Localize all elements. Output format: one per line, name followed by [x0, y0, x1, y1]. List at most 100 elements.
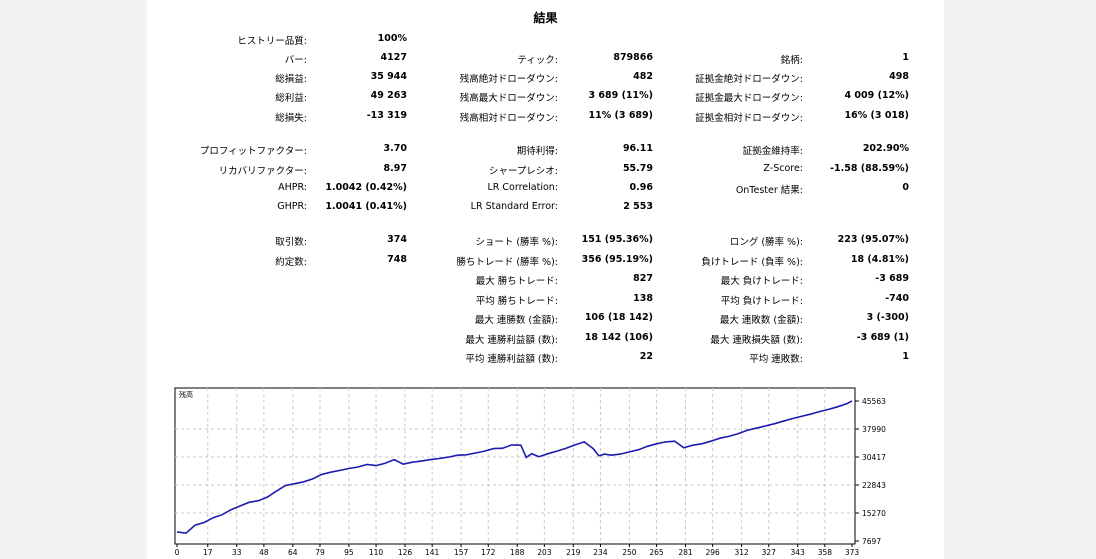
- x-tick-label: 234: [593, 548, 608, 557]
- stat-label: 最大 連敗数 (金額):: [719, 315, 803, 326]
- y-tick-label: 45563: [862, 397, 886, 406]
- stat-value: 356 (95.19%): [581, 254, 653, 265]
- x-tick-label: 33: [232, 548, 242, 557]
- x-tick-label: 48: [259, 548, 269, 557]
- stat-value: 748: [387, 254, 407, 265]
- stat-label: 最大 連勝数 (金額):: [474, 315, 558, 326]
- stat-value: 374: [387, 234, 407, 245]
- y-tick-label: 22843: [862, 481, 886, 490]
- stats-row: 最大 連勝数 (金額): 106 (18 142) 最大 連敗数 (金額): 3 (-…: [147, 310, 944, 329]
- stat-label: 勝ちトレード (勝率 %):: [456, 257, 558, 268]
- stats-row: 平均 連勝利益額 (数): 22 平均 連敗数: 1: [147, 349, 944, 368]
- stat-label: 最大 連敗損失額 (数):: [710, 335, 803, 346]
- x-tick-label: 64: [288, 548, 298, 557]
- x-tick-label: 110: [369, 548, 384, 557]
- stat-value: 2 553: [623, 201, 653, 212]
- stat-label: 平均 連敗数:: [749, 354, 803, 365]
- stat-label: ヒストリー品質:: [237, 36, 307, 47]
- x-tick-label: 141: [425, 548, 440, 557]
- stat-value: -13 319: [366, 110, 407, 121]
- stat-value: -740: [885, 293, 909, 304]
- x-tick-label: 281: [678, 548, 693, 557]
- stat-value: 4 009 (12%): [844, 90, 909, 101]
- x-tick-label: 296: [705, 548, 720, 557]
- stat-label: 残高相対ドローダウン:: [459, 113, 558, 124]
- stat-label: シャープレシオ:: [488, 166, 558, 177]
- stat-label: 証拠金最大ドローダウン:: [695, 93, 803, 104]
- stat-value: 0.96: [629, 182, 653, 193]
- stat-label: 最大 連勝利益額 (数):: [465, 335, 558, 346]
- chart-x-axis: 0 17 33 48 64 79 95 110 126 141 157 172 188 203 219 234…: [175, 544, 859, 557]
- report-panel: 結果 ヒストリー品質: 100% バー: 4127 ティック: 879866 銘柄: 1 総損益…: [147, 0, 944, 559]
- stats-row: リカバリファクター: 8.97 シャープレシオ: 55.79 Z-Score: -1.58…: [147, 161, 944, 180]
- stat-label: 約定数:: [275, 257, 307, 268]
- stat-value: 8.97: [383, 163, 407, 174]
- stat-label: 総損失:: [275, 113, 307, 124]
- stat-value: 35 944: [370, 71, 407, 82]
- stat-label: ティック:: [517, 55, 558, 66]
- stat-label: 証拠金絶対ドローダウン:: [695, 74, 803, 85]
- stat-label: 取引数:: [275, 237, 307, 248]
- stat-value: 18 142 (106): [584, 332, 653, 343]
- stats-row: プロフィットファクター: 3.70 期待利得: 96.11 証拠金維持率: 202.90%: [147, 141, 944, 160]
- stat-value: 1: [902, 351, 909, 362]
- stats-row: 約定数: 748 勝ちトレード (勝率 %): 356 (95.19%) 負けトレード …: [147, 252, 944, 271]
- x-tick-label: 95: [344, 548, 354, 557]
- stats-row: バー: 4127 ティック: 879866 銘柄: 1: [147, 50, 944, 69]
- stat-value: 138: [633, 293, 653, 304]
- stat-value: 49 263: [370, 90, 407, 101]
- stat-value: 498: [889, 71, 909, 82]
- report-title: 結果: [533, 11, 558, 25]
- stats-row: 最大 勝ちトレード: 827 最大 負けトレード: -3 689: [147, 271, 944, 290]
- y-tick-label: 30417: [862, 453, 886, 462]
- stat-label: 平均 連勝利益額 (数):: [465, 354, 558, 365]
- x-tick-label: 343: [791, 548, 806, 557]
- stat-label: 最大 勝ちトレード:: [475, 276, 558, 287]
- stat-label: 証拠金相対ドローダウン:: [695, 113, 803, 124]
- stat-value: -3 689 (1): [856, 332, 909, 343]
- stat-value: 18 (4.81%): [850, 254, 909, 265]
- stat-value: 106 (18 142): [584, 312, 653, 323]
- stat-label: プロフィットファクター:: [199, 146, 307, 157]
- x-tick-label: 157: [454, 548, 469, 557]
- stats-row: 総損失: -13 319 残高相対ドローダウン: 11% (3 689) 証拠金相対ドロ…: [147, 108, 944, 127]
- x-tick-label: 0: [175, 548, 180, 557]
- stat-value: 4127: [380, 52, 407, 63]
- x-tick-label: 203: [537, 548, 552, 557]
- stat-label: 残高絶対ドローダウン:: [459, 74, 558, 85]
- stat-label: LR Standard Error:: [470, 201, 558, 212]
- stat-label: 期待利得:: [516, 146, 558, 157]
- stats-row: GHPR: 1.0041 (0.41%) LR Standard Error: 2 5…: [147, 199, 944, 218]
- stats-row: 総損益: 35 944 残高絶対ドローダウン: 482 証拠金絶対ドローダウン: 498: [147, 69, 944, 88]
- stat-value: 151 (95.36%): [581, 234, 653, 245]
- stat-label: AHPR:: [278, 182, 307, 193]
- x-tick-label: 79: [315, 548, 325, 557]
- stat-label: OnTester 結果:: [735, 185, 803, 196]
- stat-value: 1.0042 (0.42%): [325, 182, 407, 193]
- x-tick-label: 17: [203, 548, 213, 557]
- stats-row: AHPR: 1.0042 (0.42%) LR Correlation: 0.96 On…: [147, 180, 944, 199]
- stat-value: 827: [633, 273, 653, 284]
- stat-value: -1.58 (88.59%): [830, 163, 909, 174]
- x-tick-label: 312: [734, 548, 749, 557]
- balance-chart: 45563 37990 30417 22843 15270 7697 0 17 33 48 64 7…: [174, 387, 886, 557]
- stat-value: 1: [902, 52, 909, 63]
- stat-value: 55.79: [622, 163, 653, 174]
- y-tick-label: 7697: [862, 537, 881, 546]
- x-tick-label: 250: [622, 548, 637, 557]
- stat-label: 負けトレード (負率 %):: [701, 257, 803, 268]
- stat-label: リカバリファクター:: [218, 166, 307, 177]
- stat-label: 銘柄:: [780, 55, 803, 66]
- x-tick-label: 188: [510, 548, 525, 557]
- stat-label: 総損益:: [275, 74, 307, 85]
- stat-value: 3.70: [383, 143, 407, 154]
- stat-value: 100%: [377, 33, 407, 44]
- x-tick-label: 358: [818, 548, 833, 557]
- chart-grid: [175, 388, 855, 544]
- x-tick-label: 265: [649, 548, 664, 557]
- stats-row: 最大 連勝利益額 (数): 18 142 (106) 最大 連敗損失額 (数): -3…: [147, 330, 944, 349]
- stat-label: 証拠金維持率:: [742, 146, 803, 157]
- stat-label: 残高最大ドローダウン:: [459, 93, 558, 104]
- stat-value: 16% (3 018): [844, 110, 909, 121]
- stats-row: 総利益: 49 263 残高最大ドローダウン: 3 689 (11%) 証拠金最大ドロー…: [147, 88, 944, 107]
